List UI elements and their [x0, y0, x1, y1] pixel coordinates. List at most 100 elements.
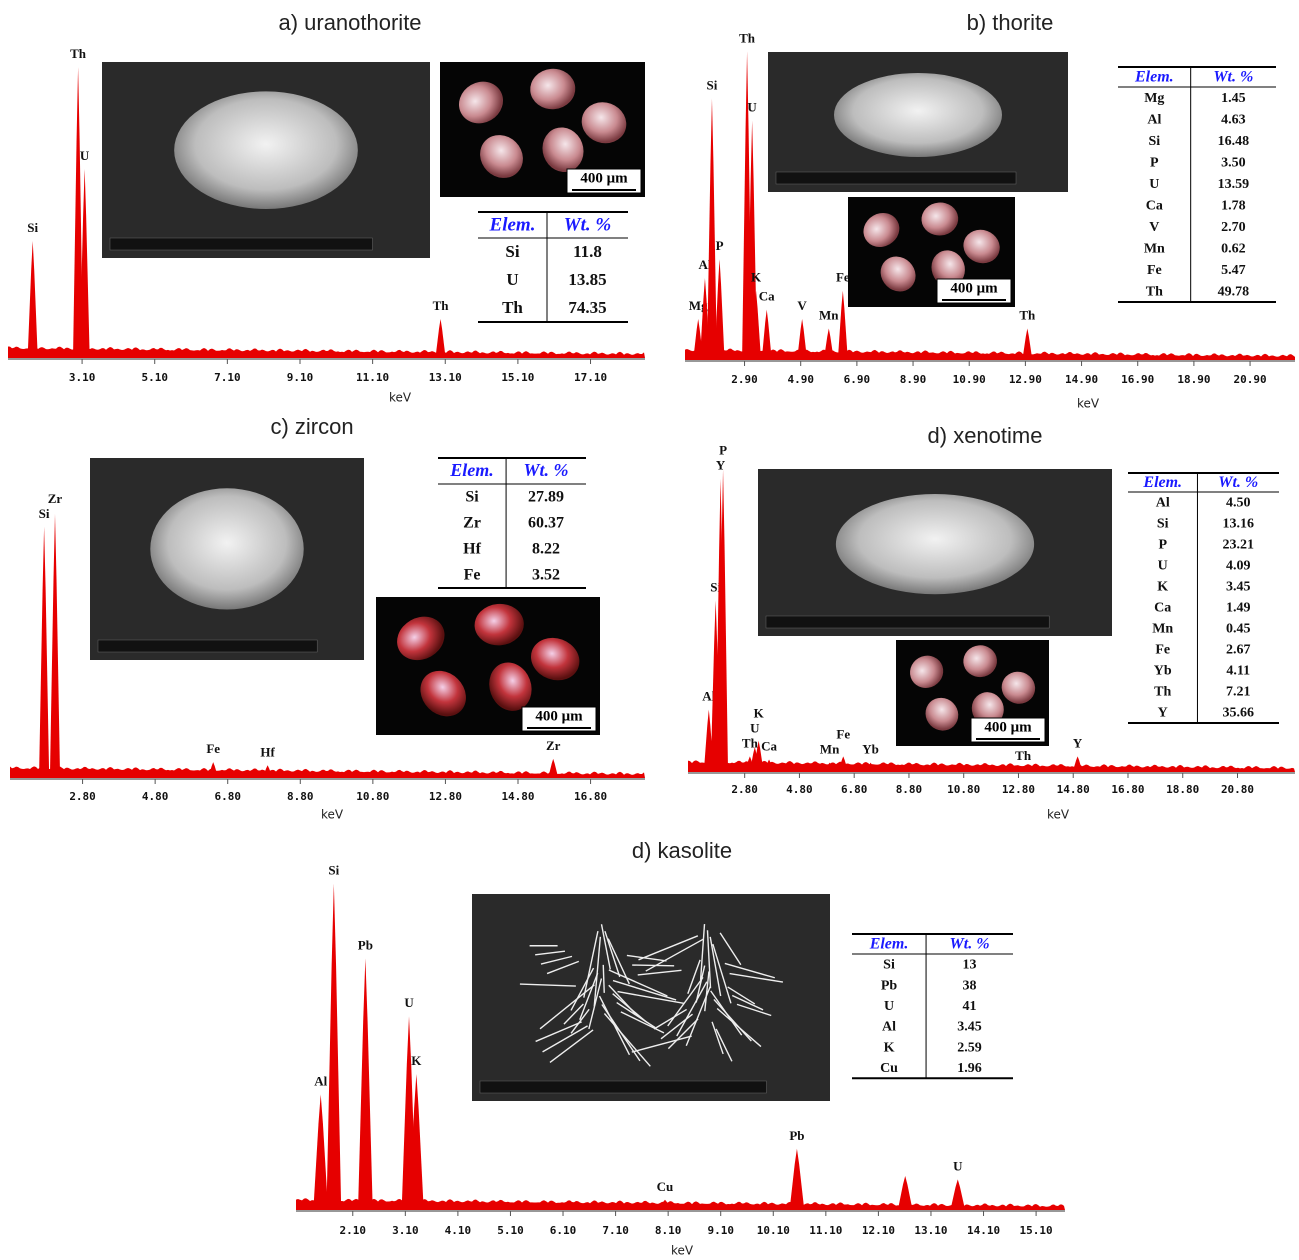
table-cell: 11.8	[573, 242, 602, 261]
peak-label: U	[80, 148, 90, 163]
x-tick-label: 20.90	[1234, 373, 1267, 386]
table-cell: 1.45	[1221, 91, 1246, 106]
x-tick-label: 4.10	[445, 1224, 472, 1237]
peak	[1073, 756, 1083, 772]
table-cell: P	[1150, 155, 1159, 170]
x-tick-label: 8.90	[900, 373, 927, 386]
peak-label: Fe	[836, 270, 850, 285]
x-tick-label: 11.10	[809, 1224, 842, 1237]
peak-label: Ca	[759, 289, 775, 304]
panel-title: d) xenotime	[928, 423, 1043, 448]
table-cell: V	[1149, 220, 1159, 235]
peak-label: Th	[433, 298, 450, 313]
x-tick-label: 2.90	[731, 373, 758, 386]
x-axis-label: keV	[1077, 397, 1100, 411]
table-cell: U	[506, 270, 518, 289]
panel-title: b) thorite	[967, 10, 1054, 35]
peak-label: V	[797, 298, 807, 313]
sem-databar	[766, 616, 1049, 628]
table-cell: 13.59	[1218, 177, 1250, 192]
peak-label: K	[411, 1053, 422, 1068]
table-cell: 4.50	[1226, 496, 1251, 511]
panel-title: d) kasolite	[632, 838, 732, 863]
x-axis-label: keV	[671, 1244, 694, 1258]
spectrum-background	[688, 760, 1295, 772]
x-tick-label: 3.10	[392, 1224, 419, 1237]
table-cell: Al	[1147, 112, 1161, 127]
peak	[39, 527, 49, 778]
x-tick-label: 9.10	[707, 1224, 734, 1237]
peak-label: Th	[739, 30, 756, 45]
x-tick-label: 2.80	[69, 790, 96, 803]
table-cell: 49.78	[1218, 284, 1250, 299]
peak-label: Fe	[836, 727, 850, 742]
sem-grain	[150, 488, 303, 609]
table-cell: 13.85	[568, 270, 606, 289]
table-cell: Si	[1148, 134, 1160, 149]
x-tick-label: 5.10	[141, 371, 168, 384]
sem-crystal	[603, 965, 604, 993]
peak-label: Y	[1073, 735, 1083, 750]
x-tick-label: 4.90	[787, 373, 814, 386]
x-tick-label: 6.90	[844, 373, 871, 386]
table-cell: 3.45	[1226, 580, 1251, 595]
x-tick-label: 6.80	[841, 783, 868, 796]
sem-databar	[776, 172, 1016, 184]
peak	[950, 1179, 965, 1210]
peak-label: Si	[39, 506, 50, 521]
table-cell: Zr	[463, 515, 481, 532]
x-tick-label: 12.80	[429, 790, 462, 803]
x-tick-label: 18.90	[1177, 373, 1210, 386]
x-tick-label: 6.80	[214, 790, 241, 803]
x-tick-label: 10.80	[947, 783, 980, 796]
x-tick-label: 15.10	[1020, 1224, 1053, 1237]
peak-label: Fe	[206, 741, 220, 756]
panel-title: a) uranothorite	[278, 10, 421, 35]
peak-label: Pb	[789, 1128, 804, 1143]
table-cell: Mg	[1144, 91, 1164, 106]
peak-label: Si	[707, 78, 718, 93]
table-cell: 60.37	[528, 515, 564, 532]
table-cell: 3.52	[532, 567, 560, 584]
table-cell: 35.66	[1222, 706, 1254, 721]
peak-label: Hf	[260, 744, 275, 759]
peak-label: Mn	[819, 307, 839, 322]
table-cell: Cu	[880, 1061, 898, 1076]
x-tick-label: 4.80	[142, 790, 169, 803]
x-tick-label: 9.10	[287, 371, 314, 384]
peak-label: Th	[1019, 307, 1036, 322]
table-cell: 7.21	[1226, 685, 1251, 700]
spectrum-background	[685, 348, 1295, 360]
x-tick-label: 14.90	[1065, 373, 1098, 386]
scale-label: 400 μm	[535, 708, 583, 724]
table-header: Elem.	[1134, 69, 1174, 86]
sem-databar	[480, 1081, 766, 1093]
table-cell: K	[1157, 580, 1168, 595]
x-tick-label: 17.10	[574, 371, 607, 384]
peak-label: Y	[716, 458, 726, 473]
table-cell: Fe	[1155, 643, 1170, 658]
table-cell: U	[1149, 177, 1159, 192]
x-tick-label: 16.80	[574, 790, 607, 803]
table-cell: 2.67	[1226, 643, 1251, 658]
x-tick-label: 14.10	[967, 1224, 1000, 1237]
table-cell: Pb	[881, 978, 898, 993]
x-tick-label: 8.80	[896, 783, 923, 796]
sem-grain	[834, 73, 1002, 157]
sem-grain	[174, 91, 358, 209]
table-cell: Th	[1154, 685, 1171, 700]
table-cell: 3.50	[1221, 155, 1246, 170]
table-cell: 13	[963, 958, 977, 973]
table-cell: Si	[505, 242, 519, 261]
x-tick-label: 16.80	[1111, 783, 1144, 796]
x-tick-label: 13.10	[914, 1224, 947, 1237]
x-tick-label: 10.10	[757, 1224, 790, 1237]
table-cell: 2.70	[1221, 220, 1246, 235]
table-cell: 4.09	[1226, 559, 1251, 574]
peak-label: Cu	[657, 1179, 674, 1194]
table-header: Wt. %	[1218, 474, 1258, 491]
x-tick-label: 20.80	[1221, 783, 1254, 796]
table-cell: Fe	[1147, 263, 1162, 278]
table-cell: 74.35	[568, 298, 606, 317]
table-cell: 8.22	[532, 541, 560, 558]
